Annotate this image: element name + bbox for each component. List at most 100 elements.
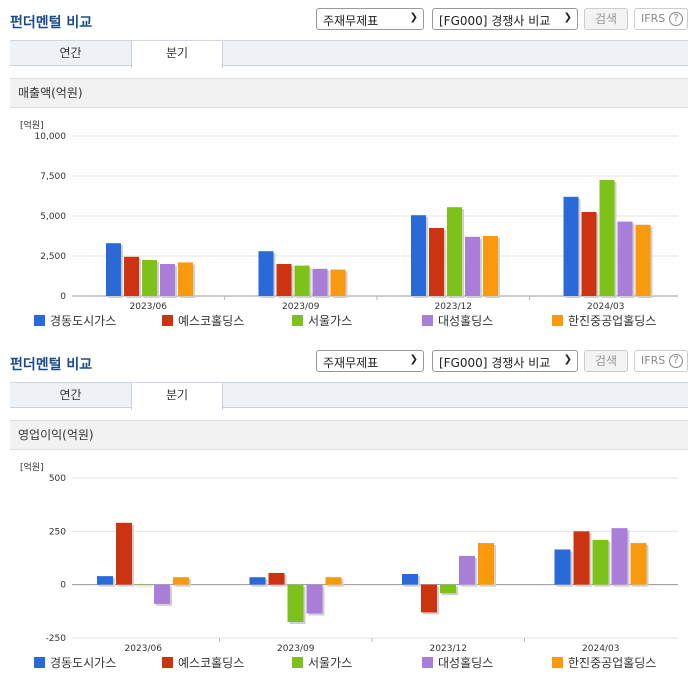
legend-swatch (422, 657, 433, 668)
y-tick-label: 250 (49, 527, 66, 537)
bar[interactable] (135, 584, 151, 586)
legend-item[interactable]: 예스코홀딩스 (162, 654, 244, 671)
ifrs-button[interactable]: IFRS ? (634, 350, 688, 372)
legend-swatch (34, 657, 45, 668)
fundamental-panel-revenue: 펀더멘털 비교 주재무제표 ❯ [FG000] 경쟁사 비교 ❯ 검색 IFRS… (0, 0, 696, 330)
bar[interactable] (581, 212, 597, 296)
x-tick-label: 2023/09 (277, 644, 315, 652)
panel-header: 펀더멘털 비교 주재무제표 ❯ [FG000] 경쟁사 비교 ❯ 검색 IFRS… (0, 0, 696, 40)
bar[interactable] (459, 555, 475, 585)
bar[interactable] (249, 577, 266, 585)
bar[interactable] (287, 584, 304, 622)
y-tick-label: 0 (60, 581, 66, 591)
bar[interactable] (421, 584, 437, 613)
y-tick-label: 7,500 (40, 172, 66, 182)
bar[interactable] (617, 221, 633, 296)
legend-item[interactable]: 대성홀딩스 (422, 654, 493, 671)
legend-item[interactable]: 서울가스 (292, 654, 352, 671)
chevron-down-icon: ❯ (563, 354, 572, 365)
bar[interactable] (630, 543, 647, 585)
bar[interactable] (554, 549, 571, 585)
period-tabs: 연간 분기 (10, 40, 688, 68)
panel-title: 펀더멘털 비교 (10, 357, 93, 373)
legend-label: 예스코홀딩스 (178, 314, 245, 328)
legend-item[interactable]: 서울가스 (292, 312, 352, 329)
bar[interactable] (483, 236, 498, 296)
legend-swatch (552, 657, 563, 668)
search-button[interactable]: 검색 (584, 8, 628, 30)
peer-group-value: [FG000] 경쟁사 비교 (439, 356, 551, 370)
tab-annual[interactable]: 연간 (59, 46, 82, 60)
legend-swatch (162, 657, 173, 668)
bar[interactable] (160, 264, 175, 296)
tab-quarterly[interactable]: 분기 (131, 383, 223, 410)
bar[interactable] (142, 260, 157, 296)
bar[interactable] (306, 584, 323, 614)
bar[interactable] (178, 262, 193, 296)
legend-item[interactable]: 한진중공업홀딩스 (552, 312, 656, 329)
statement-type-select[interactable]: 주재무제표 ❯ (316, 350, 424, 372)
bar[interactable] (573, 531, 590, 585)
bar[interactable] (592, 539, 609, 585)
bar[interactable] (312, 268, 328, 296)
bar[interactable] (330, 269, 346, 296)
legend-label: 대성홀딩스 (438, 314, 494, 328)
legend-label: 서울가스 (308, 656, 353, 670)
search-button[interactable]: 검색 (584, 350, 628, 372)
legend-swatch (34, 315, 45, 326)
peer-group-select[interactable]: [FG000] 경쟁사 비교 ❯ (432, 350, 578, 372)
bar[interactable] (154, 584, 170, 604)
bar[interactable] (599, 180, 615, 296)
bar[interactable] (635, 224, 651, 296)
bar[interactable] (611, 528, 628, 585)
y-tick-label: 500 (49, 474, 66, 484)
y-tick-label: 0 (60, 292, 66, 302)
revenue-chart: 10,000 7,500 5,000 2,500 0 2023/06 2023/09 2023… (35, 132, 678, 310)
bar[interactable] (124, 256, 139, 296)
bar[interactable] (173, 577, 189, 585)
ifrs-label: IFRS (641, 12, 666, 25)
legend-label: 경동도시가스 (50, 314, 117, 328)
bar[interactable] (411, 215, 426, 296)
x-tick-label: 2023/09 (282, 302, 320, 310)
legend-item[interactable]: 경동도시가스 (34, 312, 116, 329)
legend-item[interactable]: 대성홀딩스 (422, 312, 493, 329)
legend-swatch (292, 315, 303, 326)
bar[interactable] (478, 543, 494, 585)
legend-item[interactable]: 경동도시가스 (34, 654, 116, 671)
chart-legend: 경동도시가스 예스코홀딩스 서울가스 대성홀딩스 한진중공업홀딩스 (0, 312, 696, 330)
bar[interactable] (97, 576, 113, 585)
bar[interactable] (447, 207, 462, 296)
chart-legend: 경동도시가스 예스코홀딩스 서울가스 대성홀딩스 한진중공업홀딩스 (0, 654, 696, 672)
x-tick-label: 2023/12 (430, 644, 467, 652)
peer-group-select[interactable]: [FG000] 경쟁사 비교 ❯ (432, 8, 578, 30)
help-icon[interactable]: ? (669, 12, 683, 26)
bar[interactable] (465, 236, 480, 296)
bar[interactable] (268, 572, 285, 585)
statement-type-value: 주재무제표 (323, 14, 379, 28)
bar[interactable] (429, 228, 444, 296)
tab-quarterly[interactable]: 분기 (131, 41, 223, 68)
bar[interactable] (402, 574, 418, 585)
bar[interactable] (563, 196, 579, 296)
statement-type-select[interactable]: 주재무제표 ❯ (316, 8, 424, 30)
legend-label: 대성홀딩스 (438, 656, 494, 670)
bar[interactable] (116, 522, 132, 585)
bar[interactable] (294, 265, 310, 296)
bar[interactable] (440, 584, 456, 594)
legend-item[interactable]: 예스코홀딩스 (162, 312, 244, 329)
legend-swatch (162, 315, 173, 326)
x-tick-label: 2024/03 (587, 302, 624, 310)
tab-annual[interactable]: 연간 (59, 388, 82, 402)
bar[interactable] (325, 577, 342, 585)
help-icon[interactable]: ? (669, 354, 683, 368)
bar[interactable] (276, 264, 292, 296)
x-tick-label: 2023/06 (125, 644, 163, 652)
y-tick-label: 5,000 (40, 212, 66, 222)
ifrs-button[interactable]: IFRS ? (634, 8, 688, 30)
legend-item[interactable]: 한진중공업홀딩스 (552, 654, 656, 671)
bar[interactable] (106, 243, 121, 296)
bar[interactable] (258, 251, 274, 296)
section-title: 매출액(억원) (10, 78, 688, 108)
legend-swatch (422, 315, 433, 326)
